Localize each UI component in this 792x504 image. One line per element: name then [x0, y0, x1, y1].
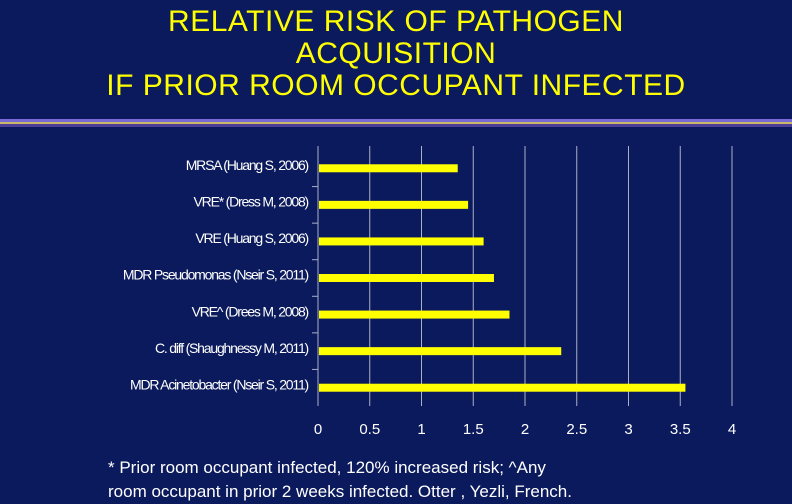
bar — [319, 200, 469, 209]
x-tick-label: 1.5 — [463, 421, 484, 438]
footnote: * Prior room occupant infected, 120% inc… — [108, 456, 788, 504]
category-label: VRE (Huang S, 2006) — [195, 230, 308, 246]
x-tick-label: 0 — [314, 421, 322, 438]
bar — [319, 383, 686, 392]
footnote-line-2: room occupant in prior 2 weeks infected.… — [108, 482, 572, 501]
category-label: MRSA (Huang S, 2006) — [186, 157, 309, 173]
x-tick-label: 3 — [624, 421, 632, 438]
title-line-2: ACQUISITION — [295, 37, 497, 70]
bar — [319, 347, 562, 356]
category-label: MDR Acinetobacter (Nseir S, 2011) — [130, 376, 309, 392]
footnote-line-1: * Prior room occupant infected, 120% inc… — [108, 458, 546, 477]
bar — [319, 310, 510, 319]
bar — [319, 164, 458, 173]
title-divider — [0, 119, 792, 127]
x-tick-label: 0.5 — [359, 421, 380, 438]
bar — [319, 274, 494, 282]
x-tick-label: 2 — [521, 421, 529, 438]
bar-chart: MRSA (Huang S, 2006) VRE* (Dress M, 2008)… — [123, 146, 736, 438]
chart-title: RELATIVE RISK OF PATHOGEN ACQUISITION IF… — [0, 6, 792, 102]
x-tick-label: 3.5 — [670, 421, 691, 438]
category-label: C. diff (Shaughnessy M, 2011) — [155, 340, 309, 356]
x-tick-label: 4 — [728, 421, 736, 438]
category-label: MDR Pseudomonas (Nseir S, 2011) — [123, 267, 309, 283]
category-label: VRE* (Dress M, 2008) — [194, 194, 309, 210]
x-tick-label: 2.5 — [566, 421, 587, 438]
title-line-1: RELATIVE RISK OF PATHOGEN — [168, 5, 624, 38]
title-line-3: IF PRIOR ROOM OCCUPANT INFECTED — [106, 69, 686, 102]
bar — [319, 237, 484, 246]
x-tick-label: 1 — [417, 421, 425, 438]
category-label: VRE^ (Drees M, 2008) — [192, 303, 309, 319]
